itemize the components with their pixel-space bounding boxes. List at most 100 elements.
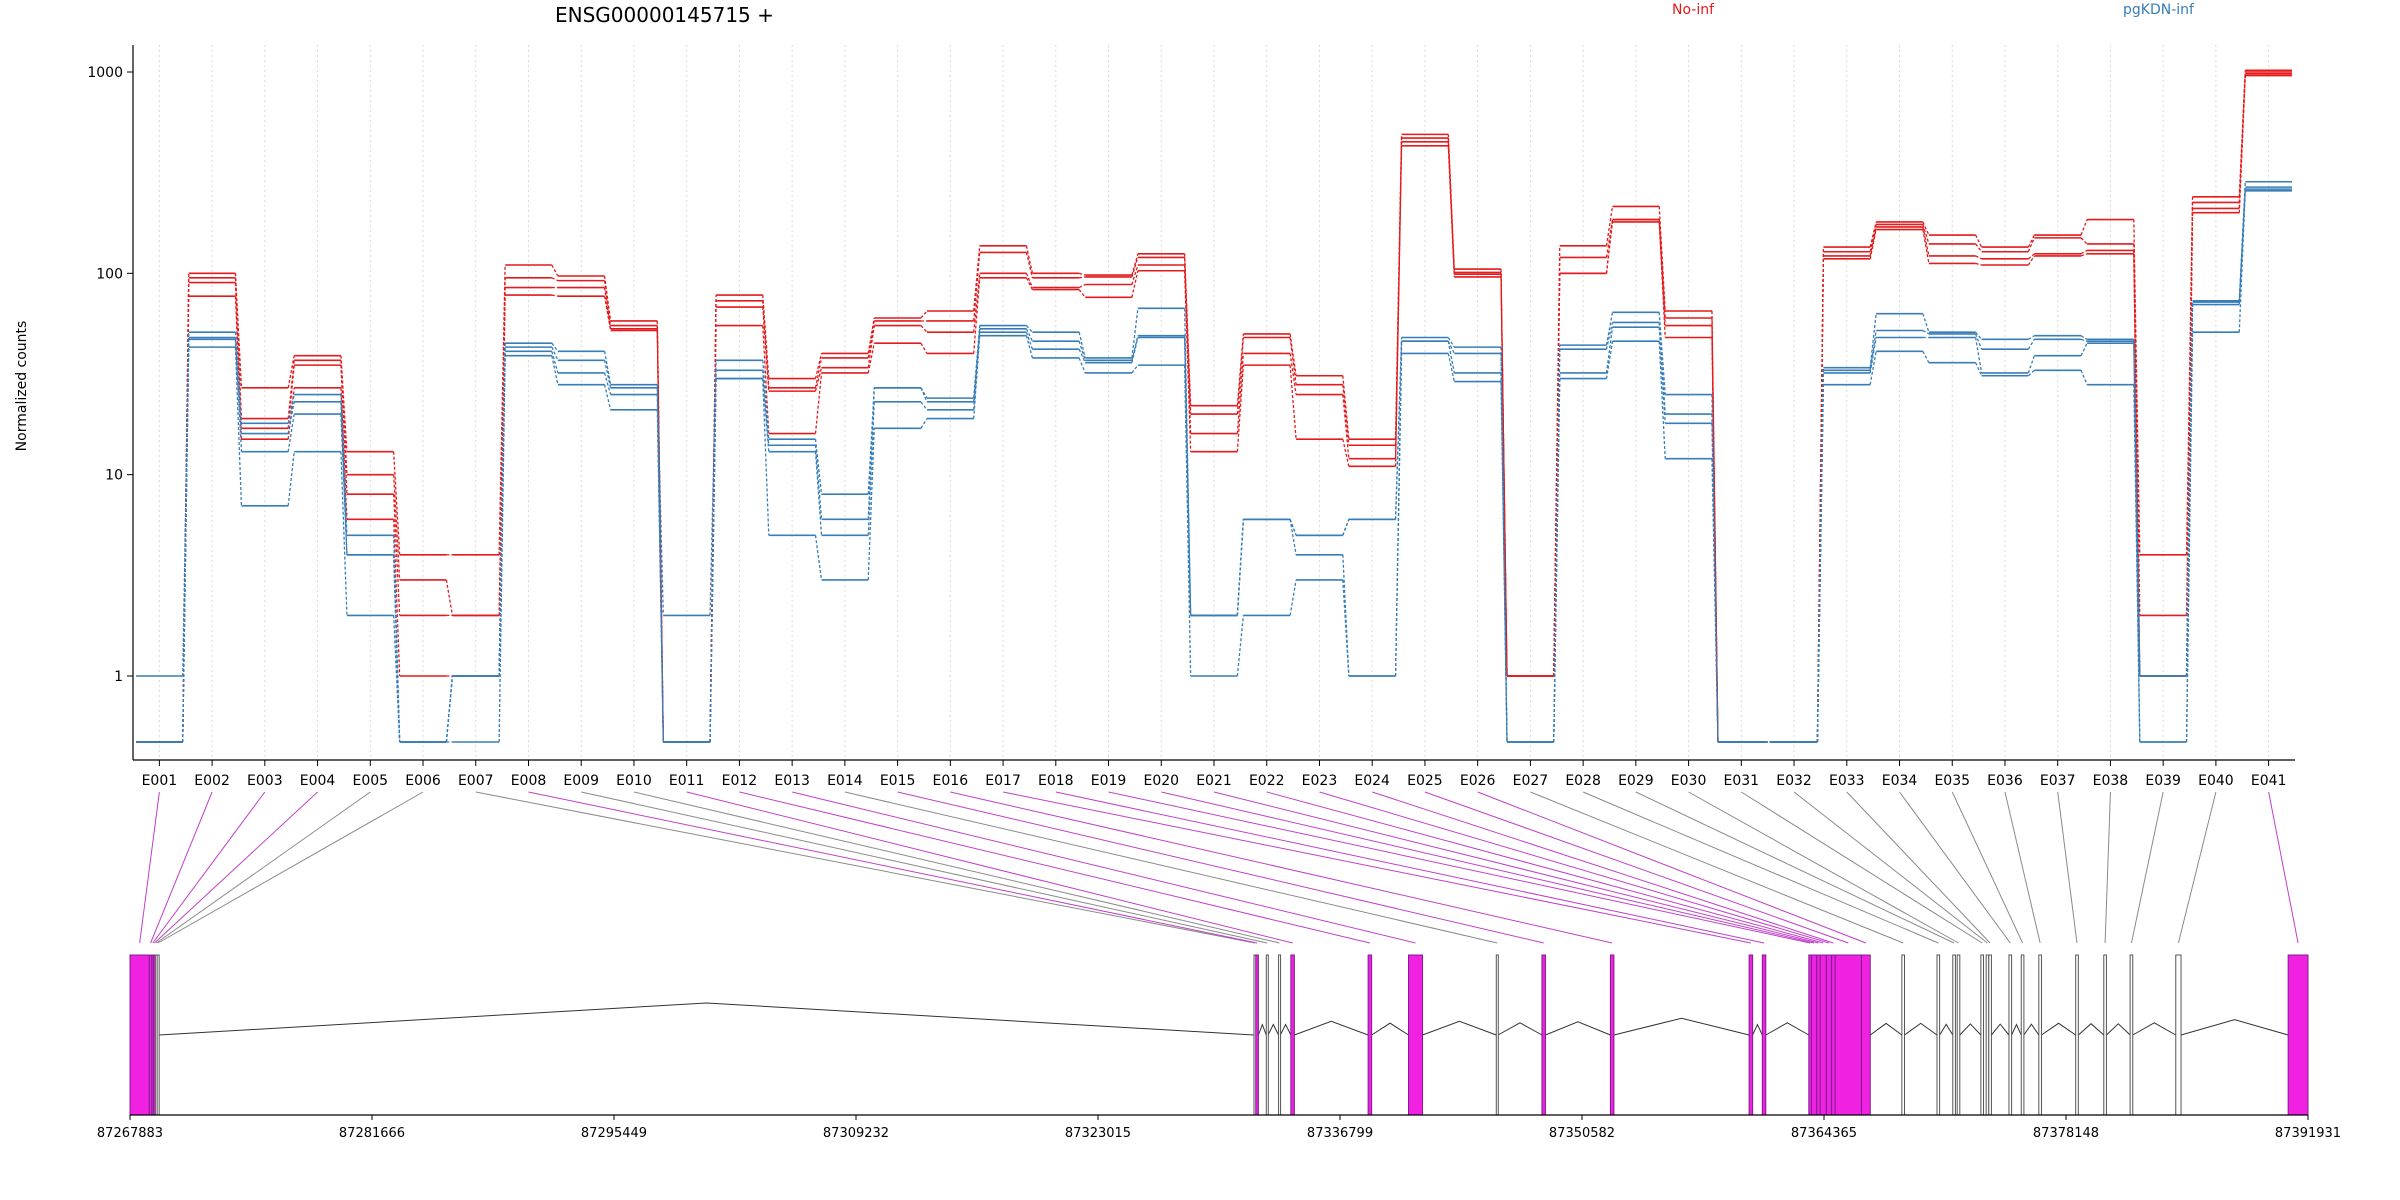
series-transition xyxy=(973,245,981,312)
exon-connector xyxy=(633,791,1280,944)
exon-connector xyxy=(1213,791,1819,944)
x-tick-label: E025 xyxy=(1407,773,1443,789)
series-transition xyxy=(498,355,506,743)
y-axis: 1 10 100 1000 xyxy=(87,45,134,760)
series-transition xyxy=(1922,313,1930,333)
exon-connector xyxy=(844,791,1498,944)
series-transition xyxy=(920,387,928,403)
exon-connector xyxy=(1372,791,1834,944)
series-transition xyxy=(2080,219,2088,236)
intron xyxy=(1497,1022,1543,1036)
series-transition xyxy=(1869,337,1877,374)
x-tick-label: E017 xyxy=(985,773,1021,789)
series-transition xyxy=(2133,384,2141,743)
series-transition xyxy=(1816,384,1825,743)
series-transition xyxy=(1131,308,1139,359)
legend-pgkdn-inf: pgKDN-inf xyxy=(2123,2,2195,18)
x-tick-label: E020 xyxy=(1143,773,1179,789)
series-transition xyxy=(287,451,295,506)
exon-connector xyxy=(475,791,1255,944)
intron xyxy=(1752,1023,1763,1036)
series-transition xyxy=(1922,224,1930,245)
exon-box xyxy=(1936,954,1941,1116)
exon-box xyxy=(1761,954,1767,1116)
exon-connector xyxy=(1530,791,1904,944)
exon-connector xyxy=(950,791,1613,944)
exon-connector xyxy=(739,791,1370,944)
genomic-tick-label: 87323015 xyxy=(1065,1126,1131,1141)
exon-connector xyxy=(2177,791,2217,944)
series-transition xyxy=(1183,270,1192,452)
x-tick-label: E041 xyxy=(2251,773,2287,789)
intron xyxy=(2180,1019,2289,1036)
series-transition xyxy=(814,372,823,434)
series-transition xyxy=(2080,237,2088,245)
series-transition xyxy=(234,337,243,434)
x-tick-label: E002 xyxy=(194,773,230,789)
series-transition xyxy=(1078,341,1086,361)
series-transition xyxy=(656,384,664,616)
exon-connector xyxy=(1161,791,1815,944)
exon-connector xyxy=(1688,791,1959,944)
series-transition xyxy=(1605,206,1614,246)
series-transition xyxy=(2080,249,2088,255)
exon-box xyxy=(2103,954,2107,1116)
x-tick-label: E010 xyxy=(616,773,652,789)
exon-connector xyxy=(1846,791,1991,944)
series-transition xyxy=(603,287,612,329)
intron xyxy=(1545,1021,1611,1036)
series-transition xyxy=(551,294,558,297)
series-transition xyxy=(1131,264,1139,285)
series-transition xyxy=(2238,75,2246,213)
intron xyxy=(1904,1022,1938,1036)
series-transition xyxy=(182,347,190,743)
series-transition xyxy=(1394,353,1403,677)
series-transition xyxy=(1922,221,1930,236)
series-transition xyxy=(1711,458,1719,743)
exon-connector xyxy=(1477,791,1867,944)
series-transition xyxy=(393,519,401,677)
genomic-tick-label: 87295449 xyxy=(581,1126,647,1141)
series-transition xyxy=(1025,328,1034,342)
x-tick-label: E024 xyxy=(1354,773,1390,789)
series-transition xyxy=(1342,394,1350,459)
series-transition xyxy=(920,310,928,319)
series-transition xyxy=(1025,245,1034,274)
series-transition xyxy=(1605,322,1614,350)
series-transition xyxy=(1658,327,1666,424)
series-transition xyxy=(1289,519,1297,555)
series-transition xyxy=(1975,255,1982,260)
series-transition xyxy=(1078,283,1086,289)
exon-box xyxy=(2129,954,2134,1116)
series-transition xyxy=(867,387,875,495)
series-transition xyxy=(234,273,243,388)
x-tick-label: E009 xyxy=(563,773,599,789)
exon-connector xyxy=(2268,791,2299,944)
exon-connector xyxy=(2057,791,2078,944)
series-transition xyxy=(2080,253,2088,257)
series-transition xyxy=(920,342,928,354)
series-transition xyxy=(1236,365,1245,452)
intron xyxy=(2041,1022,2076,1036)
x-tick-label: E035 xyxy=(1934,773,1970,789)
exon-connector xyxy=(1951,791,2024,944)
exon-connector xyxy=(1002,791,1751,944)
series-transition xyxy=(1025,273,1034,288)
x-tick-label: E001 xyxy=(142,773,178,789)
exon-connector xyxy=(1108,791,1811,944)
exon-connector xyxy=(686,791,1293,944)
intron xyxy=(2011,1023,2022,1036)
series-transition xyxy=(1342,519,1350,536)
series-transition xyxy=(1078,289,1086,298)
series-transition xyxy=(1289,579,1297,616)
y-tick-label: 100 xyxy=(96,266,123,282)
exon-box xyxy=(129,954,150,1116)
intron xyxy=(1279,1023,1292,1036)
exon-connector xyxy=(1741,791,1983,944)
series-transition xyxy=(920,418,928,429)
series-transition xyxy=(2027,355,2035,374)
exon-box xyxy=(1952,954,1956,1116)
x-tick-label: E004 xyxy=(300,773,336,789)
x-tick-label: E006 xyxy=(405,773,441,789)
